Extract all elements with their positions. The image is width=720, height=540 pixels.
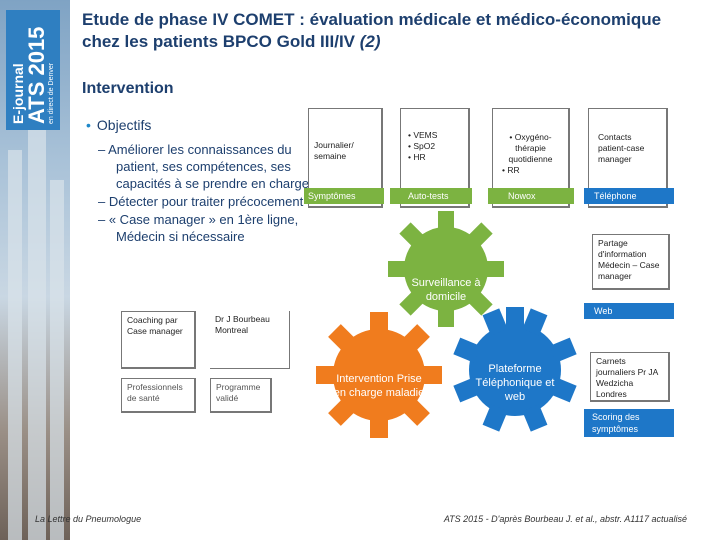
journal-event: ATS 2015 — [24, 26, 49, 124]
nowox-label: Nowox — [488, 188, 574, 204]
symptomes-label: Symptômes — [304, 188, 384, 204]
plateforme-label: Plateforme Téléphonique et web — [475, 363, 555, 403]
carnets-box: Carnets journaliers Pr JA Wedzicha Londr… — [590, 352, 670, 402]
bullet-item: – Détecter pour traiter précocement — [98, 194, 304, 209]
building-shape — [28, 110, 46, 540]
page-title: Etude de phase IV COMET : évaluation méd… — [82, 10, 662, 51]
telephone-label: Téléphone — [584, 188, 674, 204]
footer-source: La Lettre du Pneumologue — [35, 514, 142, 524]
surveillance-label: Surveillance à domicile — [411, 277, 481, 303]
sidebar-photo: E-journal ATS 2015 en direct de Denver — [0, 0, 70, 540]
journal-logo: E-journal ATS 2015 en direct de Denver — [6, 10, 60, 130]
programme-box: Programme validé — [210, 378, 272, 413]
dr-box: Dr J Bourbeau Montreal — [210, 311, 290, 369]
gear-green — [388, 211, 504, 327]
gear-orange — [316, 312, 442, 438]
bullet-main: • Objectifs — [86, 117, 152, 133]
intervention-label: Intervention Prise en charge maladie — [333, 373, 425, 399]
bullet-item: – Améliorer les connaissances du patient… — [98, 142, 309, 191]
gear-blue — [453, 307, 577, 432]
autotests-label: Auto-tests — [390, 188, 472, 204]
building-shape — [50, 180, 64, 540]
section-subtitle: Intervention — [82, 80, 174, 97]
coaching-box: Coaching par Case manager — [121, 311, 196, 369]
scoring-label: Scoring des symptômes — [584, 409, 674, 437]
footer-reference: ATS 2015 - D'après Bourbeau J. et al., a… — [443, 514, 687, 524]
journal-tagline: en direct de Denver — [48, 62, 55, 124]
partage-box: Partage d'information Médecin – Case man… — [592, 234, 670, 290]
web-label: Web — [584, 303, 674, 319]
bullet-item: – « Case manager » en 1ère ligne, Médeci… — [98, 212, 299, 244]
objectives-list: • Objectifs – Améliorer les connaissances… — [86, 117, 311, 246]
building-shape — [8, 150, 22, 540]
pros-box: Professionnels de santé — [121, 378, 196, 413]
